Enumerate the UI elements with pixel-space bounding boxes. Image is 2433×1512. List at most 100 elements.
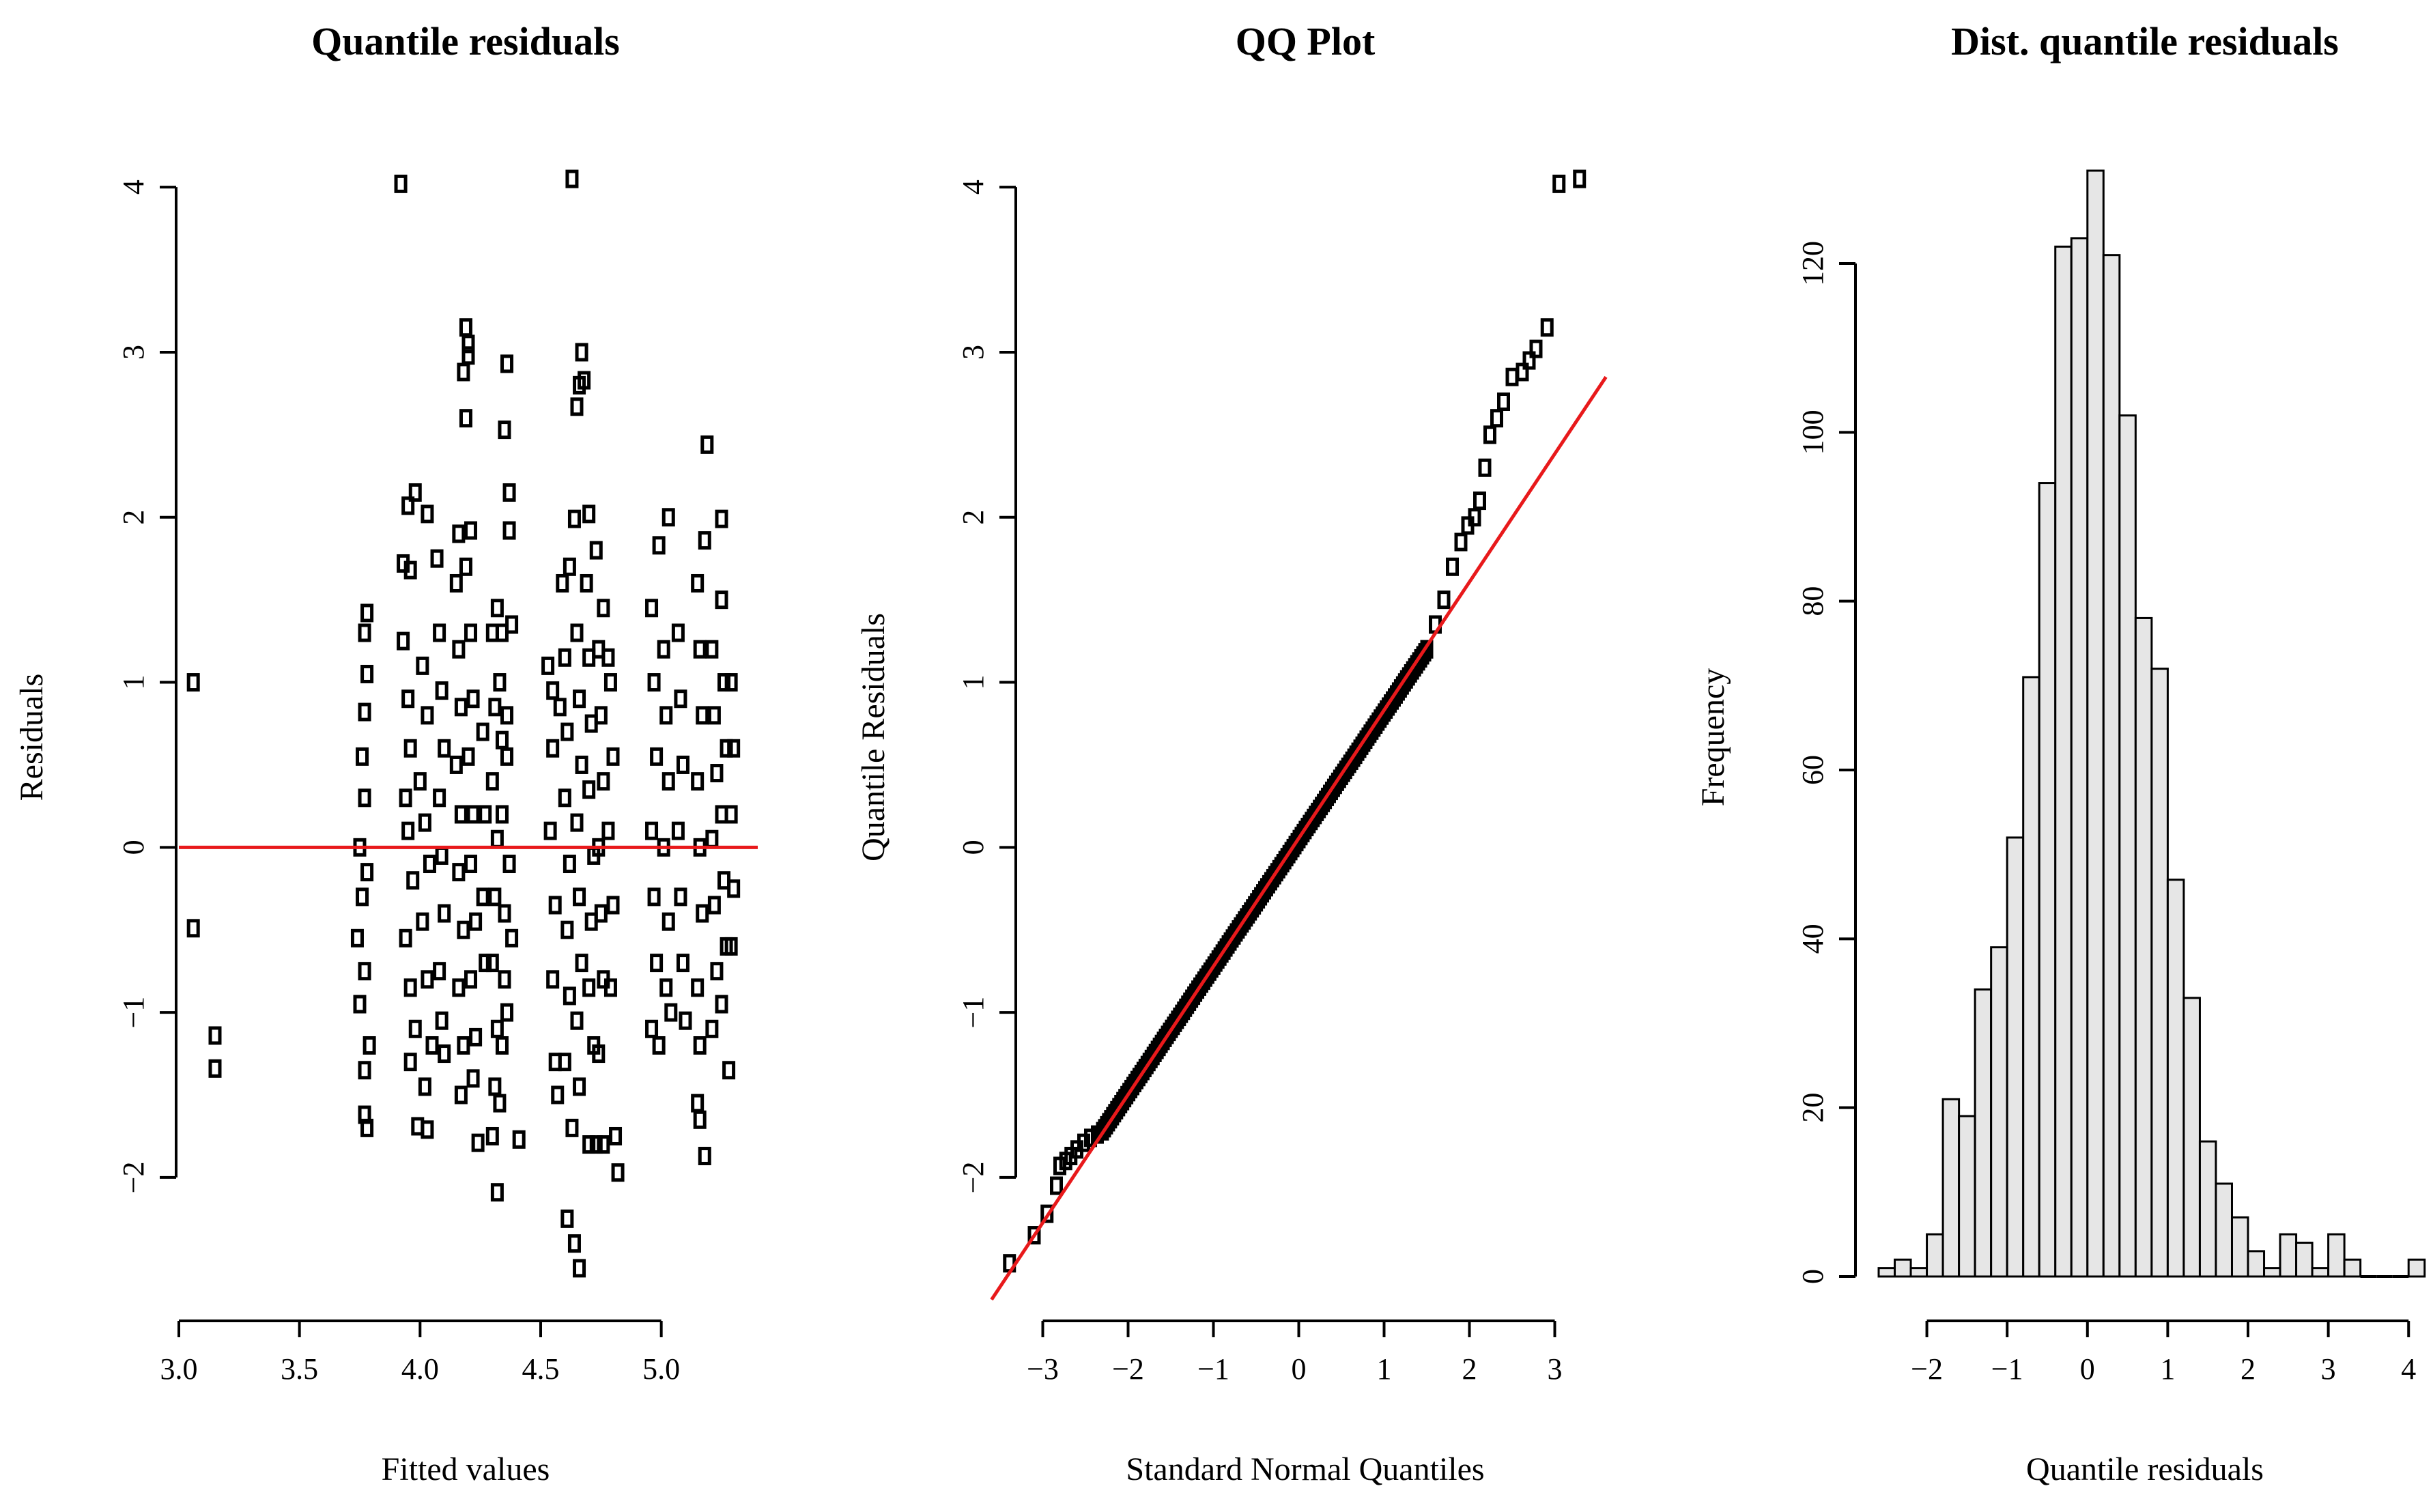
residuals-point bbox=[652, 1036, 666, 1055]
residuals-point bbox=[479, 805, 492, 824]
residuals-point bbox=[661, 912, 675, 931]
histogram-bar bbox=[2311, 1267, 2330, 1278]
histogram-panel: Dist. quantile residuals Quantile residu… bbox=[1695, 19, 2426, 1487]
residuals-y-tick-label: 3 bbox=[117, 345, 150, 360]
residuals-point bbox=[490, 1183, 504, 1202]
histogram-bar bbox=[1974, 988, 1993, 1278]
residuals-point bbox=[399, 928, 412, 947]
residuals-point bbox=[594, 904, 608, 923]
residuals-point bbox=[425, 1036, 439, 1055]
histogram-bar bbox=[2198, 1140, 2217, 1278]
histogram-y-tick-label: 80 bbox=[1796, 586, 1830, 616]
residuals-point bbox=[360, 1118, 374, 1137]
residuals-point bbox=[358, 623, 371, 642]
residuals-x-tick-label: 5.0 bbox=[642, 1352, 680, 1386]
qq-point bbox=[1497, 393, 1510, 412]
residuals-point bbox=[693, 640, 707, 659]
residuals-point bbox=[403, 560, 417, 580]
residuals-y-tick-label: −2 bbox=[117, 1162, 150, 1194]
residuals-point bbox=[186, 919, 200, 938]
residuals-point bbox=[493, 673, 507, 692]
residuals-point bbox=[567, 1234, 581, 1253]
residuals-point bbox=[606, 747, 620, 766]
residuals-point bbox=[466, 689, 480, 709]
histogram-bar bbox=[2182, 997, 2201, 1278]
residuals-point bbox=[403, 1053, 417, 1072]
residuals-point bbox=[570, 397, 584, 416]
qq-ylabel: Quantile Residuals bbox=[855, 613, 892, 861]
residuals-point bbox=[582, 780, 596, 799]
residuals-point bbox=[556, 573, 569, 593]
residuals-point bbox=[435, 846, 449, 865]
residuals-point bbox=[435, 681, 449, 700]
residuals-point bbox=[597, 599, 610, 618]
histogram-y-tick-label: 0 bbox=[1796, 1269, 1830, 1284]
residuals-point bbox=[401, 821, 415, 840]
residuals-point bbox=[505, 928, 519, 947]
residuals-point bbox=[490, 1019, 504, 1038]
qq-point bbox=[1522, 351, 1536, 370]
residuals-point bbox=[575, 954, 588, 973]
residuals-point bbox=[449, 755, 463, 774]
residuals-point bbox=[358, 788, 371, 808]
residuals-point bbox=[575, 755, 588, 774]
qq-point bbox=[1040, 1204, 1054, 1223]
histogram-bar bbox=[2263, 1267, 2281, 1278]
histogram-bar bbox=[1909, 1267, 1929, 1278]
residuals-point bbox=[578, 371, 591, 390]
residuals-point bbox=[647, 887, 661, 907]
residuals-point bbox=[358, 702, 371, 722]
histogram-bar bbox=[2327, 1233, 2346, 1278]
histogram-bar bbox=[2102, 254, 2121, 1278]
histogram-bar bbox=[2215, 1182, 2233, 1278]
residuals-point bbox=[498, 970, 511, 989]
qq-point bbox=[1552, 174, 1566, 193]
histogram-bar bbox=[2166, 879, 2185, 1278]
qq-point bbox=[1516, 362, 1529, 382]
residuals-point bbox=[421, 970, 434, 989]
residuals-point bbox=[502, 521, 516, 540]
residuals-point bbox=[485, 772, 499, 791]
qq-y-tick-label: 1 bbox=[956, 675, 990, 690]
residuals-point bbox=[659, 978, 673, 997]
qq-point bbox=[1473, 491, 1486, 511]
residuals-point bbox=[464, 855, 478, 874]
residuals-point bbox=[401, 689, 415, 709]
residuals-point bbox=[502, 855, 516, 874]
qq-x-tick-label: 1 bbox=[1377, 1352, 1392, 1386]
qq-axes: −2 −1 0 1 2 3 4 −3 −2 −1 0 1 2 3 bbox=[956, 180, 1563, 1386]
residuals-point bbox=[573, 887, 586, 907]
qq-point bbox=[1446, 557, 1459, 576]
residuals-point bbox=[661, 772, 675, 791]
qq-reference-line-stroke bbox=[990, 375, 1608, 1301]
residuals-point bbox=[589, 541, 603, 560]
residuals-point bbox=[433, 788, 446, 808]
residuals-point bbox=[438, 1044, 451, 1064]
histogram-bar bbox=[2086, 169, 2105, 1278]
residuals-point bbox=[727, 879, 741, 898]
histogram-bar bbox=[2343, 1258, 2362, 1278]
residuals-point bbox=[565, 1118, 579, 1137]
residuals-point bbox=[705, 640, 719, 659]
residuals-point bbox=[592, 1044, 606, 1064]
residuals-point bbox=[452, 978, 466, 997]
residuals-point bbox=[360, 863, 374, 882]
residuals-point bbox=[495, 805, 509, 824]
residuals-point bbox=[609, 1126, 623, 1145]
residuals-point bbox=[570, 813, 584, 832]
histogram-bar bbox=[1926, 1233, 1944, 1278]
residuals-point bbox=[715, 509, 728, 528]
histogram-bar bbox=[1894, 1258, 1912, 1278]
residuals-point bbox=[575, 343, 588, 362]
residuals-point bbox=[720, 739, 733, 758]
residuals-point bbox=[500, 706, 514, 725]
residuals-point bbox=[543, 821, 557, 840]
residuals-point bbox=[459, 318, 472, 337]
residuals-point bbox=[664, 1003, 678, 1022]
residuals-point bbox=[430, 549, 444, 568]
residuals-point bbox=[674, 887, 687, 907]
residuals-title: Quantile residuals bbox=[311, 19, 620, 63]
residuals-point bbox=[454, 698, 468, 717]
residuals-point bbox=[498, 904, 511, 923]
qq-x-tick-label: −3 bbox=[1027, 1352, 1059, 1386]
